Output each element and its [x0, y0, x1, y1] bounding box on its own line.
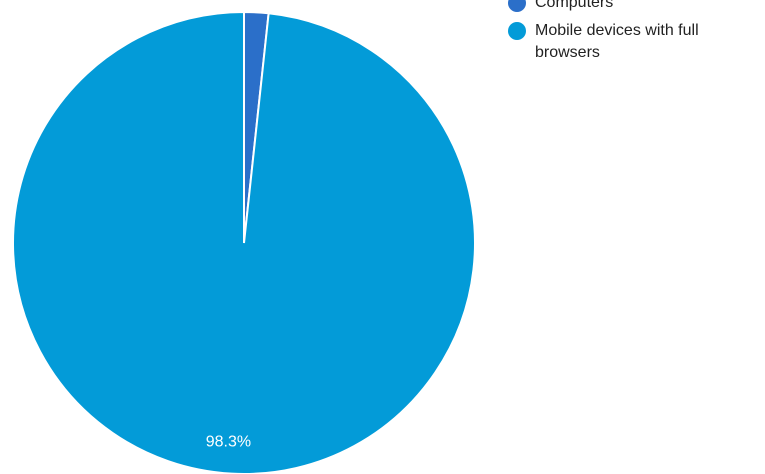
- legend-item-mobile-devices[interactable]: Mobile devices with full browsers: [508, 20, 758, 64]
- legend: Computers Mobile devices with full brows…: [508, 0, 758, 70]
- legend-swatch-computers: [508, 0, 526, 12]
- pie-slice-mobile-devices[interactable]: [12, 10, 476, 474]
- legend-item-computers[interactable]: Computers: [508, 0, 758, 14]
- pie-label-mobile-devices: 98.3%: [206, 433, 251, 450]
- legend-label-mobile-devices: Mobile devices with full browsers: [535, 22, 699, 61]
- legend-swatch-mobile-devices: [508, 22, 526, 40]
- legend-label-computers: Computers: [535, 0, 614, 11]
